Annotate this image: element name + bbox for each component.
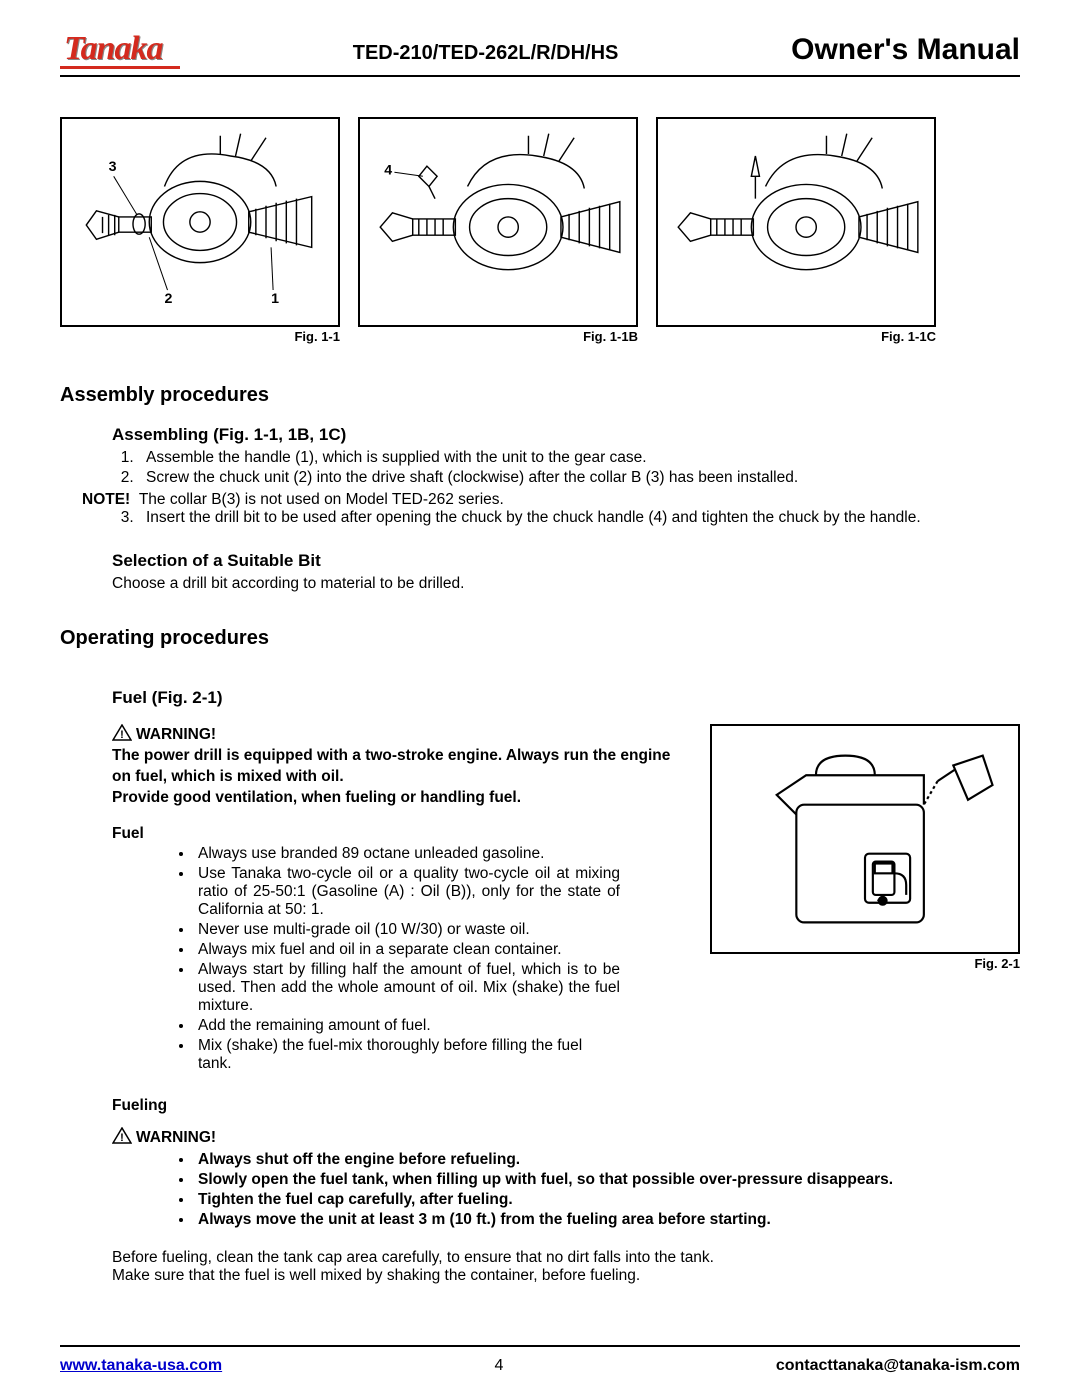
- fuel-section: ! WARNING! The power drill is equipped w…: [60, 724, 1020, 1075]
- warning-2: ! WARNING!: [112, 1127, 1020, 1149]
- figure-2-1-frame: +: [710, 724, 1020, 954]
- figure-2-1-svg: +: [722, 736, 1008, 942]
- fuel-bullet-3: Never use multi-grade oil (10 W/30) or w…: [194, 921, 620, 939]
- warning-1-text-2: Provide good ventilation, when fueling o…: [112, 788, 690, 809]
- warning-1-label: WARNING!: [136, 726, 216, 743]
- figure-row-1: 3 2 1 Fig. 1-1: [60, 117, 1020, 344]
- assembly-note: NOTE! The collar B(3) is not used on Mod…: [82, 491, 1020, 509]
- svg-text:1: 1: [271, 291, 279, 307]
- fuel-head: Fuel (Fig. 2-1): [112, 688, 1020, 708]
- note-text: The collar B(3) is not used on Model TED…: [139, 491, 504, 508]
- fueling-after-2: Make sure that the fuel is well mixed by…: [112, 1267, 1020, 1285]
- fuel-subhead: Fuel: [112, 825, 690, 843]
- footer-email: contacttanaka@tanaka-ism.com: [776, 1357, 1020, 1375]
- figure-2-1: + Fig. 2-1: [710, 724, 1020, 971]
- brand-logo: Tanaka: [60, 30, 180, 69]
- figure-1-1b-label: Fig. 1-1B: [358, 329, 638, 344]
- operating-heading: Operating procedures: [60, 627, 1020, 650]
- bit-selection-subhead: Selection of a Suitable Bit: [112, 551, 1020, 571]
- fuel-bullet-4: Always mix fuel and oil in a separate cl…: [194, 941, 620, 959]
- footer-url[interactable]: www.tanaka-usa.com: [60, 1357, 222, 1375]
- fuel-bullet-5: Always start by filling half the amount …: [194, 961, 620, 1015]
- figure-1-1-frame: 3 2 1: [60, 117, 340, 327]
- fuel-bullets: Always use branded 89 octane unleaded ga…: [60, 845, 620, 1073]
- figure-1-1c-svg: [664, 125, 928, 319]
- assembly-step-2: Screw the chuck unit (2) into the drive …: [138, 469, 1020, 487]
- figure-1-1b-svg: 4: [366, 125, 630, 319]
- assembling-subhead: Assembling (Fig. 1-1, 1B, 1C): [112, 425, 1020, 445]
- figure-1-1-label: Fig. 1-1: [60, 329, 340, 344]
- document-title: Owner's Manual: [791, 33, 1020, 69]
- manual-page: Tanaka TED-210/TED-262L/R/DH/HS Owner's …: [0, 0, 1080, 1397]
- note-label: NOTE!: [82, 491, 130, 508]
- figure-2-1-label: Fig. 2-1: [710, 956, 1020, 971]
- assembly-step-3: Insert the drill bit to be used after op…: [138, 509, 1020, 527]
- page-number: 4: [222, 1357, 776, 1375]
- figure-1-1b: 4 Fig. 1-1B: [358, 117, 638, 344]
- model-code: TED-210/TED-262L/R/DH/HS: [180, 42, 791, 69]
- brand-logo-text: Tanaka: [60, 30, 180, 68]
- svg-text:2: 2: [164, 291, 172, 307]
- figure-1-1c: Fig. 1-1C: [656, 117, 936, 344]
- assembly-steps: Assemble the handle (1), which is suppli…: [60, 449, 1020, 487]
- figure-1-1c-frame: [656, 117, 936, 327]
- figure-1-1b-frame: 4: [358, 117, 638, 327]
- warning-1: ! WARNING!: [112, 724, 690, 746]
- fuel-bullet-7: Mix (shake) the fuel-mix thoroughly befo…: [194, 1037, 620, 1073]
- svg-text:!: !: [120, 1132, 124, 1144]
- page-footer: www.tanaka-usa.com 4 contacttanaka@tanak…: [60, 1345, 1020, 1375]
- fueling-after-1: Before fueling, clean the tank cap area …: [112, 1249, 1020, 1267]
- fueling-subhead: Fueling: [112, 1097, 1020, 1115]
- fueling-warn-4: Always move the unit at least 3 m (10 ft…: [194, 1211, 1020, 1229]
- fueling-warning-bullets: Always shut off the engine before refuel…: [60, 1151, 1020, 1229]
- page-header: Tanaka TED-210/TED-262L/R/DH/HS Owner's …: [60, 30, 1020, 77]
- assembly-heading: Assembly procedures: [60, 384, 1020, 407]
- warning-icon: !: [112, 1127, 132, 1149]
- fueling-warn-1: Always shut off the engine before refuel…: [194, 1151, 1020, 1169]
- assembly-steps-cont: Insert the drill bit to be used after op…: [60, 509, 1020, 527]
- svg-text:4: 4: [384, 162, 392, 178]
- figure-1-1-svg: 3 2 1: [68, 125, 332, 319]
- warning-2-label: WARNING!: [136, 1129, 216, 1146]
- svg-text:!: !: [120, 729, 124, 741]
- svg-text:+: +: [877, 895, 884, 908]
- warning-icon: !: [112, 724, 132, 746]
- figure-1-1: 3 2 1 Fig. 1-1: [60, 117, 340, 344]
- fueling-warn-2: Slowly open the fuel tank, when filling …: [194, 1171, 1020, 1189]
- fuel-bullet-6: Add the remaining amount of fuel.: [194, 1017, 620, 1035]
- assembly-step-1: Assemble the handle (1), which is suppli…: [138, 449, 1020, 467]
- fuel-bullet-2: Use Tanaka two-cycle oil or a quality tw…: [194, 865, 620, 919]
- bit-selection-text: Choose a drill bit according to material…: [112, 575, 1020, 593]
- svg-text:3: 3: [109, 159, 117, 175]
- warning-1-text-1: The power drill is equipped with a two-s…: [112, 746, 690, 788]
- fueling-warn-3: Tighten the fuel cap carefully, after fu…: [194, 1191, 1020, 1209]
- figure-1-1c-label: Fig. 1-1C: [656, 329, 936, 344]
- fuel-bullet-1: Always use branded 89 octane unleaded ga…: [194, 845, 620, 863]
